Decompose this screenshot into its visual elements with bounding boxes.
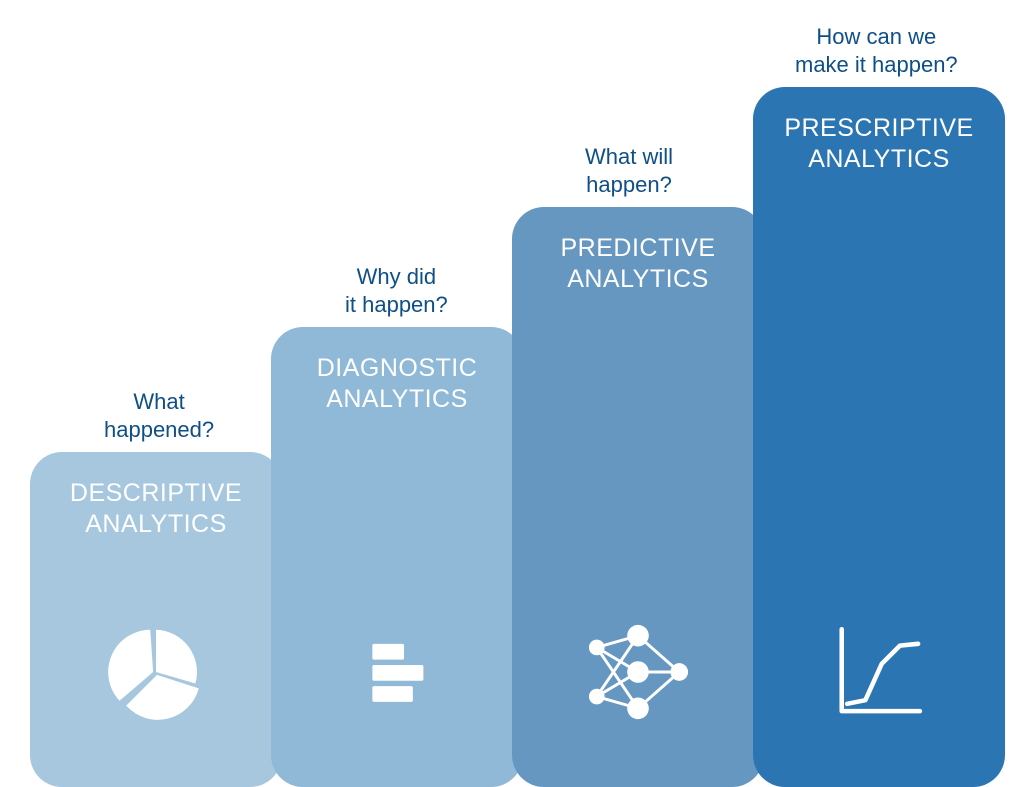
card-predictive: PREDICTIVE ANALYTICS	[512, 207, 764, 787]
card-prescriptive: PRESCRIPTIVE ANALYTICS	[753, 87, 1005, 787]
question-diagnostic: Why did it happen?	[345, 263, 448, 318]
analytics-maturity-diagram: What happened? DESCRIPTIVE ANALYTICS Why…	[0, 0, 1020, 787]
question-predictive: What will happen?	[585, 143, 673, 198]
question-descriptive: What happened?	[104, 388, 214, 443]
card-title-descriptive: DESCRIPTIVE ANALYTICS	[30, 452, 282, 541]
card-descriptive: DESCRIPTIVE ANALYTICS	[30, 452, 282, 787]
card-diagnostic: DIAGNOSTIC ANALYTICS	[271, 327, 523, 787]
card-title-predictive: PREDICTIVE ANALYTICS	[512, 207, 764, 296]
s-curve-icon	[753, 617, 1005, 727]
horizontal-bars-icon	[271, 617, 523, 727]
question-prescriptive: How can we make it happen?	[795, 23, 958, 78]
network-graph-icon	[512, 617, 764, 727]
card-title-diagnostic: DIAGNOSTIC ANALYTICS	[271, 327, 523, 416]
pie-chart-icon	[30, 617, 282, 727]
card-title-prescriptive: PRESCRIPTIVE ANALYTICS	[753, 87, 1005, 176]
